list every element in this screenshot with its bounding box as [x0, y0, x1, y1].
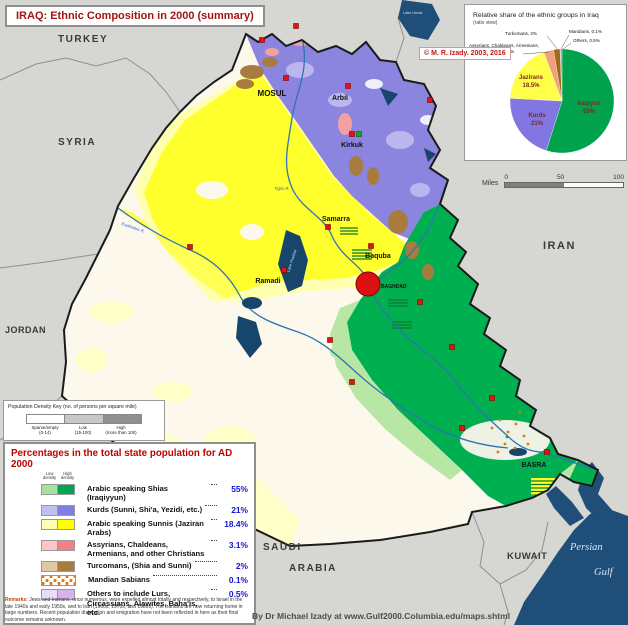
pie-slice-iraqiyun — [546, 48, 615, 154]
persian-gulf-water — [514, 462, 628, 625]
copyright-note: © M. R. Izady. 2003, 2016 — [419, 47, 511, 60]
legend-row-mandians: Mandian Sabians 0.1% — [11, 575, 248, 587]
pie-slices — [509, 48, 615, 154]
pie-label-iraqiyun-name: Iraqiyun — [577, 101, 601, 107]
pie-callout-turkomans: Turkomans, 2% — [505, 31, 537, 36]
kirkuk-green-marker — [356, 131, 362, 137]
city-label-baghdad: BAGHDAD — [381, 284, 407, 290]
tigris-label: Tigris R. — [274, 186, 290, 191]
density-key-title: Population Density Key (no. of persons p… — [8, 404, 137, 410]
scale-bar-graphic — [504, 182, 624, 188]
lake-urmia — [398, 0, 440, 40]
density-seg-low: Low (15-100) — [74, 425, 92, 436]
pie-label-iraqiyun-pct: 55% — [583, 109, 596, 115]
legend-row-kurds: Kurds (Sunni, Shi'a, Yezidi, etc.) 21% — [11, 505, 248, 517]
legend-row-christians: Assyrians, Chaldeans, Armenians, and oth… — [11, 540, 248, 558]
pie-title: Relative share of the ethnic groups in I… — [473, 12, 599, 19]
country-label-kuwait: KUWAIT — [507, 551, 547, 562]
density-key-bar — [26, 414, 142, 424]
pie-panel: Relative share of the ethnic groups in I… — [464, 4, 627, 161]
density-seg-high: High (more than 100) — [105, 425, 137, 436]
pie-slice-jazirans — [509, 52, 563, 102]
city-label-ramadi: Ramadi — [255, 278, 280, 285]
density-key: Population Density Key (no. of persons p… — [3, 400, 165, 441]
scale-tick-0: 0 — [504, 174, 508, 181]
pie-label-jazirans-name: Jazirans — [519, 75, 544, 81]
remarks-lead: Remarks: — [5, 597, 28, 603]
legend-row-sunnis: Arabic speaking Sunnis (Jaziran Arabs) 1… — [11, 519, 248, 537]
pie-label-kurds-pct: 21% — [531, 121, 544, 127]
scale-tick-50: 50 — [556, 174, 565, 181]
persian-gulf-label-1: Persian — [569, 542, 603, 553]
city-label-kirkuk: Kirkuk — [341, 142, 363, 149]
country-label-jordan: JORDAN — [5, 325, 46, 335]
pie-callout-lines — [522, 34, 572, 55]
city-markers — [187, 23, 550, 455]
city-label-mosul: MOSUL — [258, 89, 287, 98]
legend-col-high: High density — [60, 471, 75, 481]
country-label-turkey: TURKEY — [58, 34, 108, 45]
pie-callout-others: Others, 0.5% — [573, 38, 600, 43]
pie-slice-kurds — [509, 98, 563, 151]
baghdad-marker — [355, 271, 381, 297]
remarks-note: Remarks: Jews and Iranians, once numerou… — [5, 597, 249, 623]
lake-urmia-label: Lake Urmia — [403, 11, 423, 15]
city-label-basra: BASRA — [522, 462, 547, 469]
other-areas — [312, 34, 336, 39]
country-label-arabia: ARABIA — [289, 563, 337, 574]
scale-unit: Miles — [482, 180, 499, 187]
ethnic-regions — [76, 34, 598, 546]
city-label-baquba: Baquba — [365, 253, 391, 260]
pie-label-kurds-name: Kurds — [528, 113, 546, 119]
legend-title: Percentages in the total state populatio… — [11, 448, 233, 470]
country-label-saudi: SAUDI — [263, 542, 302, 553]
attribution: By Dr Michael Izady at www.Gulf2000.Colu… — [252, 611, 511, 621]
scale-tick-100: 100 — [613, 174, 624, 181]
turcoman-areas — [236, 57, 434, 280]
lake-tharthar-label: Lake Tharthar — [287, 248, 298, 272]
pie-label-jazirans-pct: 18.5% — [522, 83, 540, 89]
country-label-syria: SYRIA — [58, 137, 96, 148]
pie-callout-assyrians-1: Assyrians, Chaldeans, Armenians, — [469, 43, 539, 48]
city-label-samarra: Samarra — [322, 216, 350, 223]
legend: Percentages in the total state populatio… — [3, 442, 256, 625]
persian-gulf-label-2: Gulf — [594, 567, 615, 578]
legend-col-low: Low density — [42, 471, 57, 481]
legend-row-shias: Arabic speaking Shias (Iraqiyyun) 55% — [11, 483, 248, 502]
scale-bar: Miles 0 50 100 — [482, 164, 624, 188]
pie-subtitle: (ratio view) — [473, 20, 498, 26]
map-title: IRAQ: Ethnic Composition in 2000 (summar… — [5, 5, 265, 27]
remarks-body: Jews and Iranians, once numerous, were e… — [5, 597, 243, 623]
legend-row-others: Others to include Lurs, Circassians, Ala… — [11, 589, 248, 617]
city-label-arbil: Arbil — [332, 95, 348, 102]
legend-row-turcomans: Turcomans, (Shia and Sunni) 2% — [11, 561, 248, 573]
pie-callout-mandians: Mandians, 0.1% — [569, 29, 602, 34]
density-seg-sparse: Sparse/empty (0-14) — [31, 425, 59, 436]
pie-chart: Relative share of the ethnic groups in I… — [469, 12, 615, 154]
lakes — [236, 88, 527, 456]
country-label-iran: IRAN — [543, 240, 576, 252]
